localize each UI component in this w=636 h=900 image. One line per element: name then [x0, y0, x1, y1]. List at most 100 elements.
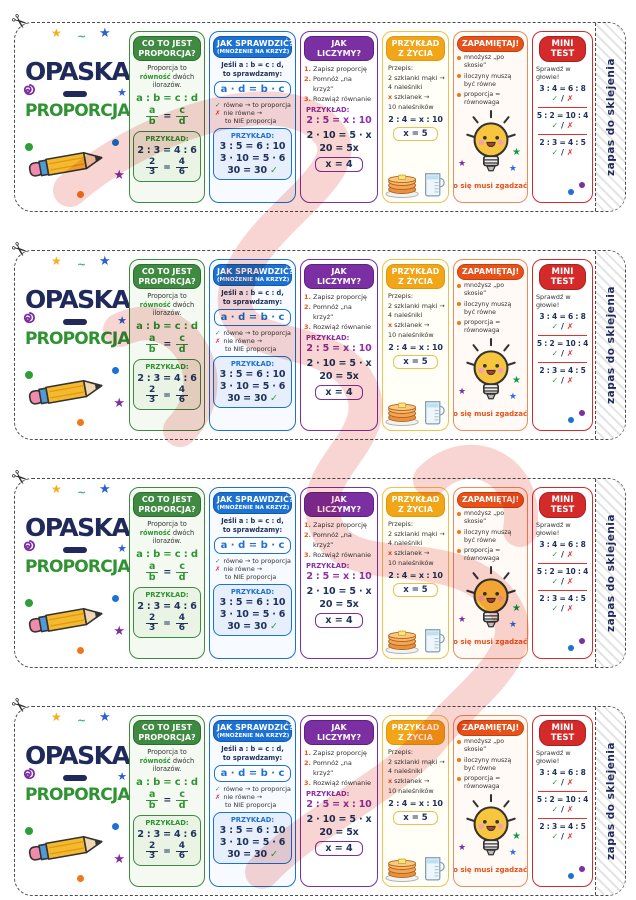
section-remember: ZAPAMIĘTAJ! mnożysz „po skosie” iloczyny…: [453, 259, 528, 431]
test-problem: 2 : 3 = 4 : 5: [539, 594, 586, 604]
intro-text: Proporcja to równość dwóch ilorazów.: [139, 520, 195, 546]
section-header: CO TO JEST PROPORCJA?: [133, 264, 201, 290]
test-problem: 2 : 3 = 4 : 5: [539, 366, 586, 376]
measuring-cup-icon: [425, 629, 445, 653]
green-dot: [25, 143, 33, 151]
quote-text: „To się musi zgadzać!”: [453, 866, 528, 875]
section-header: MINI TEST: [538, 36, 587, 63]
section-header: PRZYKŁAD Z ŻYCIA: [386, 492, 445, 518]
star-icon: ★: [508, 620, 517, 631]
star-icon: ★: [117, 86, 127, 99]
section-what-is-proportion: CO TO JEST PROPORCJA? Proporcja to równo…: [129, 715, 205, 887]
blue-dot: [112, 367, 119, 374]
wristband: ✂ ★ ~ ★ OPASKA ★ PROPORCJA: [6, 464, 626, 668]
section-real-life-example: PRZYKŁAD Z ŻYCIA Przepis: 2 szklanki mąk…: [382, 31, 449, 203]
bullet-item: proporcja = równowaga: [457, 91, 524, 107]
pancakes-icon: [385, 630, 419, 654]
answer-box: x = 5: [393, 811, 438, 826]
steps-list: 1. Zapisz proporcję 2. Pomnóż „na krzyż” 3…: [304, 749, 372, 788]
cross-rule: ✗ nie równe →: [215, 337, 263, 346]
example-equation: 2 : 5 = x : 10: [306, 343, 372, 355]
section-header: PRZYKŁAD Z ŻYCIA: [386, 720, 445, 746]
answer-choices: ✓ / ✗: [551, 832, 574, 842]
star-icon: ★: [512, 831, 521, 843]
green-dot: [25, 371, 33, 379]
check-rule: ✓ równe → to proporcja: [215, 101, 291, 110]
test-problem: 5 : 2 = 10 : 4: [536, 795, 589, 805]
test-problem: 5 : 2 = 10 : 4: [536, 339, 589, 349]
title-dash: [63, 91, 87, 97]
star-icon: ★: [51, 482, 62, 496]
answer-choices: ✓ / ✗: [551, 121, 574, 131]
section-header: ZAPAMIĘTAJ!: [457, 720, 524, 736]
section-what-is-proportion: CO TO JEST PROPORCJA? Proporcja to równo…: [129, 31, 205, 203]
example-label: PRZYKŁAD:: [306, 334, 350, 343]
star-icon: ★: [508, 164, 517, 175]
answer-box: x = 5: [393, 127, 438, 142]
section-how-to-check: JAK SPRAWDZIĆ? (MNOŻENIE NA KRZYŻ) Jeśli…: [209, 715, 296, 887]
title-column: ★ ~ ★ OPASKA ★ PROPORCJA: [23, 255, 131, 431]
orange-dot: [77, 875, 84, 882]
pencil-icon: [28, 835, 103, 861]
section-how-to-calculate: JAK LICZYMY? 1. Zapisz proporcję 2. Pomnóż…: [300, 259, 378, 431]
cross-multiply-formula: a · d = b · c: [213, 765, 292, 783]
glue-strip-label: zapas do sklejenia: [604, 514, 617, 632]
section-mini-test: MINI TEST Sprawdź w głowie! 3 : 4 = 6 : …: [532, 31, 593, 203]
test-problem: 2 : 3 = 4 : 5: [539, 138, 586, 148]
band-title-line1: OPASKA: [25, 57, 131, 86]
blue-dot: [568, 417, 574, 423]
lightbulb-illustration: ★ ★ ★: [457, 565, 524, 637]
pancakes-icon: [385, 174, 419, 198]
orange-dot: [77, 647, 84, 654]
glue-strip-label: zapas do sklejenia: [604, 58, 617, 176]
star-icon: ★: [512, 603, 521, 615]
work-line: 20 = 5x: [319, 371, 359, 383]
band-title-line2: PROPORCJA: [25, 785, 131, 805]
star-icon: ★: [117, 542, 127, 555]
cross-multiply-formula: a · d = b · c: [213, 309, 292, 327]
title-dash: [63, 319, 87, 325]
section-header: MINI TEST: [538, 264, 587, 291]
glue-strip: zapas do sklejenia: [595, 23, 625, 211]
bullet-item: proporcja = równowaga: [457, 319, 524, 335]
section-mini-test: MINI TEST Sprawdź w głowie! 3 : 4 = 6 : …: [532, 487, 593, 659]
example-box: PRZYKŁAD: 3 : 5 = 6 : 10 3 · 10 = 5 · 6 …: [213, 812, 292, 865]
blue-dot: [568, 873, 574, 879]
title-dash: [63, 775, 87, 781]
section-header: JAK LICZYMY?: [304, 36, 374, 62]
lightbulb-illustration: ★ ★ ★: [457, 793, 524, 865]
check-rule: ✓ równe → to proporcja: [215, 785, 291, 794]
work-line: 2 · 10 = 5 · x: [306, 814, 372, 826]
cross-rule-line2: to NIE proporcja: [225, 573, 277, 582]
pencil-icon: [28, 151, 103, 177]
work-line: 2 · 10 = 5 · x: [306, 130, 372, 142]
bullet-item: iloczyny muszą być równe: [457, 757, 524, 773]
mini-test-subtitle: Sprawdź w głowie!: [536, 749, 571, 766]
example-equation: 2 : 5 = x : 10: [306, 115, 372, 127]
wristband: ✂ ★ ~ ★ OPASKA ★ PROPORCJA: [6, 8, 626, 212]
orange-dot: [77, 191, 84, 198]
section-how-to-calculate: JAK LICZYMY? 1. Zapisz proporcję 2. Pomnóż…: [300, 715, 378, 887]
star-icon: ★: [117, 314, 127, 327]
blue-dot: [568, 645, 574, 651]
steps-list: 1. Zapisz proporcję 2. Pomnóż „na krzyż” 3…: [304, 65, 372, 104]
band-title-line1: OPASKA: [25, 513, 131, 542]
bullet-item: mnożysz „po skosie”: [457, 738, 524, 754]
section-header: JAK LICZYMY?: [304, 492, 374, 518]
star-icon: ★: [113, 624, 125, 639]
section-real-life-example: PRZYKŁAD Z ŻYCIA Przepis: 2 szklanki mąk…: [382, 487, 449, 659]
section-header: JAK LICZYMY?: [304, 720, 374, 746]
spiral-icon: [23, 312, 35, 324]
example-label: PRZYKŁAD:: [306, 790, 350, 799]
intro-text: Proporcja to równość dwóch ilorazów.: [139, 292, 195, 318]
cross-rule-line2: to NIE proporcja: [225, 345, 277, 354]
test-problem: 2 : 3 = 4 : 5: [539, 822, 586, 832]
section-header: ZAPAMIĘTAJ!: [457, 36, 524, 52]
band-title-line2: PROPORCJA: [25, 329, 131, 349]
test-problem: 3 : 4 = 6 : 8: [539, 312, 586, 322]
purple-dot: [579, 410, 585, 416]
